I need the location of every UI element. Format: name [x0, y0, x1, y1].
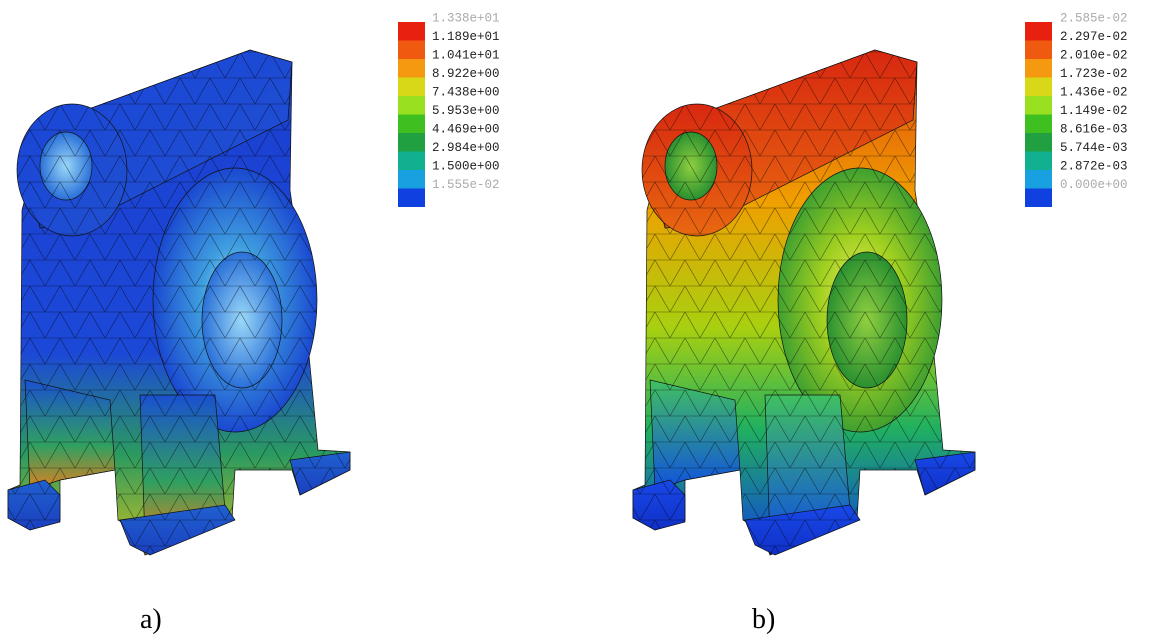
legend-band — [1025, 133, 1052, 152]
legend-label: 8.922e+00 — [432, 67, 500, 81]
mesh-lines — [665, 132, 717, 200]
legend-band — [1025, 41, 1052, 60]
legend-label: 2.297e-02 — [1060, 30, 1128, 44]
legend-label: 2.872e-03 — [1060, 159, 1128, 173]
legend-label: 1.149e-02 — [1060, 104, 1128, 118]
legend-band — [1025, 59, 1052, 78]
legend-label: 8.616e-03 — [1060, 122, 1128, 136]
panel — [633, 50, 975, 555]
legend-label: 1.555e-02 — [432, 178, 500, 192]
legend-label: 1.723e-02 — [1060, 67, 1128, 81]
legend-label: 2.984e+00 — [432, 141, 500, 155]
mesh-lines — [202, 252, 282, 388]
legend-band — [1025, 96, 1052, 115]
legend-label: 4.469e+00 — [432, 122, 500, 136]
legend-label: 1.189e+01 — [432, 30, 500, 44]
legend-band — [398, 133, 425, 152]
legend-label: 1.436e-02 — [1060, 85, 1128, 99]
legend-band — [398, 96, 425, 115]
legend-label: 2.585e-02 — [1060, 11, 1128, 25]
legend-band — [1025, 22, 1052, 41]
legend-band — [398, 189, 425, 208]
legend-band — [1025, 152, 1052, 171]
mesh-lines — [827, 252, 907, 388]
figure: 1.338e+01 1.189e+01 1.041e+01 8.922e+00 7.43… — [0, 0, 1176, 638]
legend-band — [398, 22, 425, 41]
legend-label: 2.010e-02 — [1060, 48, 1128, 62]
legend-label: 5.744e-03 — [1060, 141, 1128, 155]
legend-label: 1.338e+01 — [432, 11, 500, 25]
panel — [8, 50, 350, 555]
legend-label: 5.953e+00 — [432, 104, 500, 118]
legend-band — [1025, 115, 1052, 134]
caption: b) — [752, 604, 775, 635]
legend-band — [398, 115, 425, 134]
legend-band — [1025, 78, 1052, 97]
legend-band — [398, 59, 425, 78]
legend-band — [398, 41, 425, 60]
legend-band — [398, 78, 425, 97]
legend-label: 0.000e+00 — [1060, 178, 1128, 192]
legend-band — [1025, 189, 1052, 208]
caption: a) — [140, 604, 162, 635]
legend-label: 1.041e+01 — [432, 48, 500, 62]
legend-label: 1.500e+00 — [432, 159, 500, 173]
legend-band — [398, 152, 425, 171]
legend-band — [1025, 170, 1052, 189]
legend-label: 7.438e+00 — [432, 85, 500, 99]
mesh-lines — [40, 132, 92, 200]
legend-band — [398, 170, 425, 189]
